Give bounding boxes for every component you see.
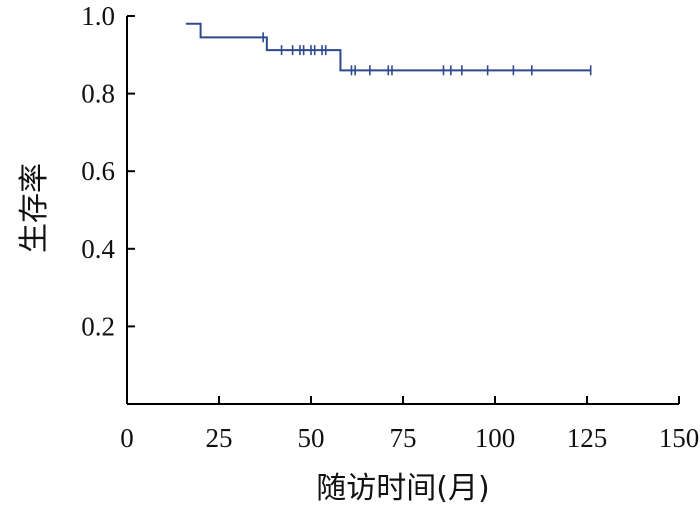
- x-tick-label: 100: [475, 423, 516, 453]
- x-tick-label: 125: [567, 423, 608, 453]
- y-tick-label: 0.4: [81, 234, 115, 264]
- x-axis-title: 随访时间(月): [316, 471, 489, 506]
- x-tick-label: 25: [206, 423, 233, 453]
- y-axis-title: 生存率: [17, 163, 52, 253]
- x-tick-label: 150: [659, 423, 700, 453]
- y-tick-label: 0.8: [81, 79, 115, 109]
- plot-area: [185, 22, 592, 76]
- y-tick-label: 0.2: [81, 311, 115, 341]
- x-tick-label: 0: [120, 423, 134, 453]
- ticks: 0 25 50 75 100 125 150 0.2 0.4 0.6 0.8 1.0: [81, 1, 699, 453]
- y-tick-label: 0.6: [81, 156, 115, 186]
- survival-curve: [185, 22, 591, 72]
- x-tick-label: 75: [390, 423, 417, 453]
- x-tick-label: 50: [298, 423, 325, 453]
- axes: [126, 16, 679, 405]
- y-tick-label: 1.0: [81, 1, 115, 31]
